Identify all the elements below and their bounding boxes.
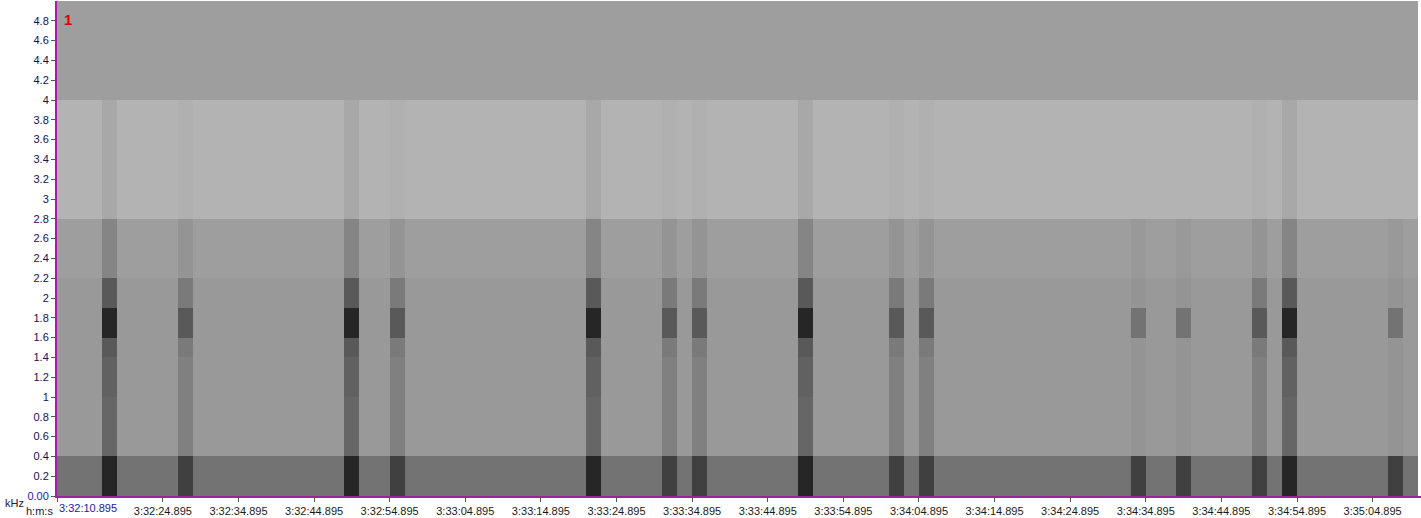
- svg-text:1.6: 1.6: [34, 331, 49, 343]
- svg-text:2.6: 2.6: [34, 232, 49, 244]
- svg-text:3:33:54.895: 3:33:54.895: [814, 505, 872, 517]
- svg-text:3:35:04.895: 3:35:04.895: [1344, 505, 1402, 517]
- svg-text:1: 1: [43, 391, 49, 403]
- svg-text:3:34:34.895: 3:34:34.895: [1117, 505, 1175, 517]
- svg-text:3:33:44.895: 3:33:44.895: [739, 505, 797, 517]
- svg-text:3:34:54.895: 3:34:54.895: [1268, 505, 1326, 517]
- svg-text:4.6: 4.6: [34, 34, 49, 46]
- svg-text:1.4: 1.4: [34, 351, 49, 363]
- svg-text:4.2: 4.2: [34, 74, 49, 86]
- svg-text:3:33:24.895: 3:33:24.895: [587, 505, 645, 517]
- svg-text:0.6: 0.6: [34, 430, 49, 442]
- svg-text:0.00: 0.00: [27, 490, 48, 502]
- svg-text:0.8: 0.8: [34, 411, 49, 423]
- svg-text:3:33:14.895: 3:33:14.895: [512, 505, 570, 517]
- svg-text:3:34:04.895: 3:34:04.895: [890, 505, 948, 517]
- svg-text:3.2: 3.2: [34, 173, 49, 185]
- svg-text:0.4: 0.4: [34, 450, 49, 462]
- svg-text:3:33:04.895: 3:33:04.895: [436, 505, 494, 517]
- svg-text:3: 3: [43, 193, 49, 205]
- svg-text:3.4: 3.4: [34, 153, 49, 165]
- svg-text:3:33:34.895: 3:33:34.895: [663, 505, 721, 517]
- svg-text:3:34:14.895: 3:34:14.895: [965, 505, 1023, 517]
- svg-text:3:34:24.895: 3:34:24.895: [1041, 505, 1099, 517]
- svg-text:3:34:44.895: 3:34:44.895: [1192, 505, 1250, 517]
- svg-text:kHz: kHz: [5, 497, 24, 509]
- svg-text:1: 1: [64, 11, 72, 28]
- svg-text:4.8: 4.8: [34, 15, 49, 27]
- svg-text:4.4: 4.4: [34, 54, 49, 66]
- svg-text:3:32:44.895: 3:32:44.895: [285, 505, 343, 517]
- svg-text:2.2: 2.2: [34, 272, 49, 284]
- svg-text:4: 4: [43, 94, 49, 106]
- svg-text:2: 2: [43, 292, 49, 304]
- svg-text:1.8: 1.8: [34, 312, 49, 324]
- svg-text:1.2: 1.2: [34, 371, 49, 383]
- svg-text:3:32:34.895: 3:32:34.895: [209, 505, 267, 517]
- svg-text:3.8: 3.8: [34, 114, 49, 126]
- svg-text:0.2: 0.2: [34, 470, 49, 482]
- svg-text:3:32:54.895: 3:32:54.895: [361, 505, 419, 517]
- svg-text:h:m:s: h:m:s: [26, 505, 53, 517]
- svg-text:2.4: 2.4: [34, 252, 49, 264]
- svg-text:3.6: 3.6: [34, 133, 49, 145]
- svg-text:3:32:24.895: 3:32:24.895: [134, 505, 192, 517]
- svg-text:2.8: 2.8: [34, 213, 49, 225]
- svg-text:3:32:10.895: 3:32:10.895: [59, 502, 117, 514]
